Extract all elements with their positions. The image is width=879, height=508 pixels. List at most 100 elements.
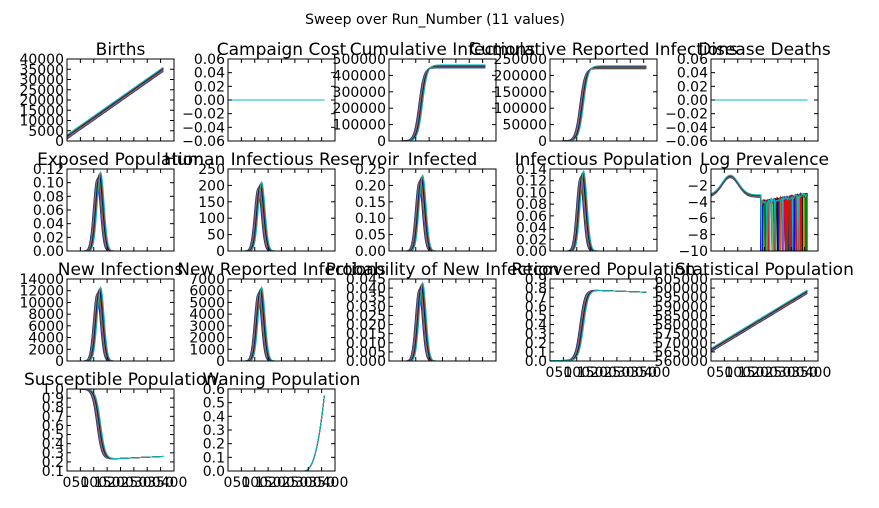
series-line [67,172,164,251]
y-tick-label: 25000 [19,83,64,99]
axes-frame [66,278,175,362]
series-line [67,173,164,251]
series-line [389,178,486,251]
y-tick-label: 40000 [19,52,64,68]
series-line [228,184,325,251]
panel-title: Cumulative Infections [350,40,536,60]
y-tick-label: 0.5 [42,428,64,444]
x-tick-label: 200 [107,475,134,491]
series-line [228,395,325,471]
y-tick-label: 0 [538,134,547,150]
y-tick-label: −2 [687,178,708,194]
y-tick-label: 35000 [19,62,64,78]
y-tick-label: 0.4 [203,409,225,425]
panel-4: 050000100000150000200000250000Cumulative… [469,40,738,150]
series-line [389,287,486,361]
y-tick-label: 0.08 [516,197,547,213]
y-tick-label: 100000 [333,118,386,134]
y-tick-label: 595000 [655,290,708,306]
series-line [228,395,325,471]
series-line [550,66,647,141]
series-line [228,395,325,471]
x-tick-label: 300 [295,475,322,491]
y-tick-label: 0.2 [525,336,547,352]
panel-14: 0.00.10.20.30.40.50.60.70.80.9 0 501001502… [511,260,695,381]
y-tick-label: 0.4 [525,318,547,334]
series-line [67,172,164,251]
y-tick-label: 1.0 [42,382,64,398]
y-tick-label: −0.06 [182,134,225,150]
series-line [550,177,647,251]
x-tick-label: 350 [308,475,335,491]
series-line [550,173,647,251]
series-group [228,180,325,251]
series-line [228,395,325,471]
series-line [389,284,486,361]
y-tick-label: 0.00 [355,244,386,260]
series-line [389,175,486,251]
y-tick-label: 0.020 [346,318,386,334]
y-tick-label: 0.1 [203,450,225,466]
y-tick-label: 0.02 [33,230,64,246]
series-group [711,174,808,251]
panel-title: Susceptible Population [24,370,217,390]
series-line [550,65,647,141]
x-tick-label: 150 [255,475,282,491]
axes-frame [549,278,658,362]
x-tick-label: 300 [134,475,161,491]
series-line [389,288,486,361]
y-tick-label: −4 [687,195,708,211]
series-line [67,289,164,361]
panel-title: Campaign Cost [217,40,347,60]
series-line [389,173,486,251]
series-line [550,68,647,141]
y-tick-label: 15000 [19,103,64,119]
series-line [550,169,647,251]
panel-13: 0.0000.0050.0100.0150.0200.0250.0300.035… [326,260,560,370]
series-line [228,291,325,361]
series-line [67,170,164,251]
y-tick-label: 0.02 [677,79,708,95]
y-tick-label: 0.12 [516,174,547,190]
y-tick-label: 400000 [333,68,386,84]
y-tick-label: 580000 [655,318,708,334]
series-line [389,284,486,361]
series-line [228,395,325,471]
series-line [67,389,164,460]
series-line [389,65,486,141]
series-group [550,169,647,251]
figure-suptitle: Sweep over Run_Number (11 values) [305,12,565,28]
series-line [389,179,486,251]
y-tick-label: 6000 [28,319,64,335]
series-line [228,290,325,361]
x-tick-label: 100 [80,475,107,491]
y-tick-label: 0.010 [346,336,386,352]
axes-frame [227,388,336,472]
series-line [550,66,647,141]
panel-title: New Infections [58,260,184,280]
y-tick-label: 575000 [655,327,708,343]
series-line [67,66,164,136]
y-tick-label: 0.3 [42,446,64,462]
y-tick-label: −0.06 [665,134,708,150]
y-tick-label: 560000 [655,354,708,370]
series-line [228,288,325,361]
y-tick-label: 0.02 [516,232,547,248]
series-line [228,395,325,471]
series-line [389,282,486,361]
series-line [389,65,486,141]
series-line [550,171,647,251]
y-tick-label: 0.06 [516,209,547,225]
series-line [67,175,164,251]
series-line [550,67,647,141]
y-tick-label: 1000 [189,342,225,358]
panel-title: Exposed Population [37,150,204,170]
y-tick-label: 12000 [19,284,64,300]
y-tick-label: 500000 [333,52,386,68]
y-tick-label: 50 [207,228,225,244]
series-line [389,66,486,141]
